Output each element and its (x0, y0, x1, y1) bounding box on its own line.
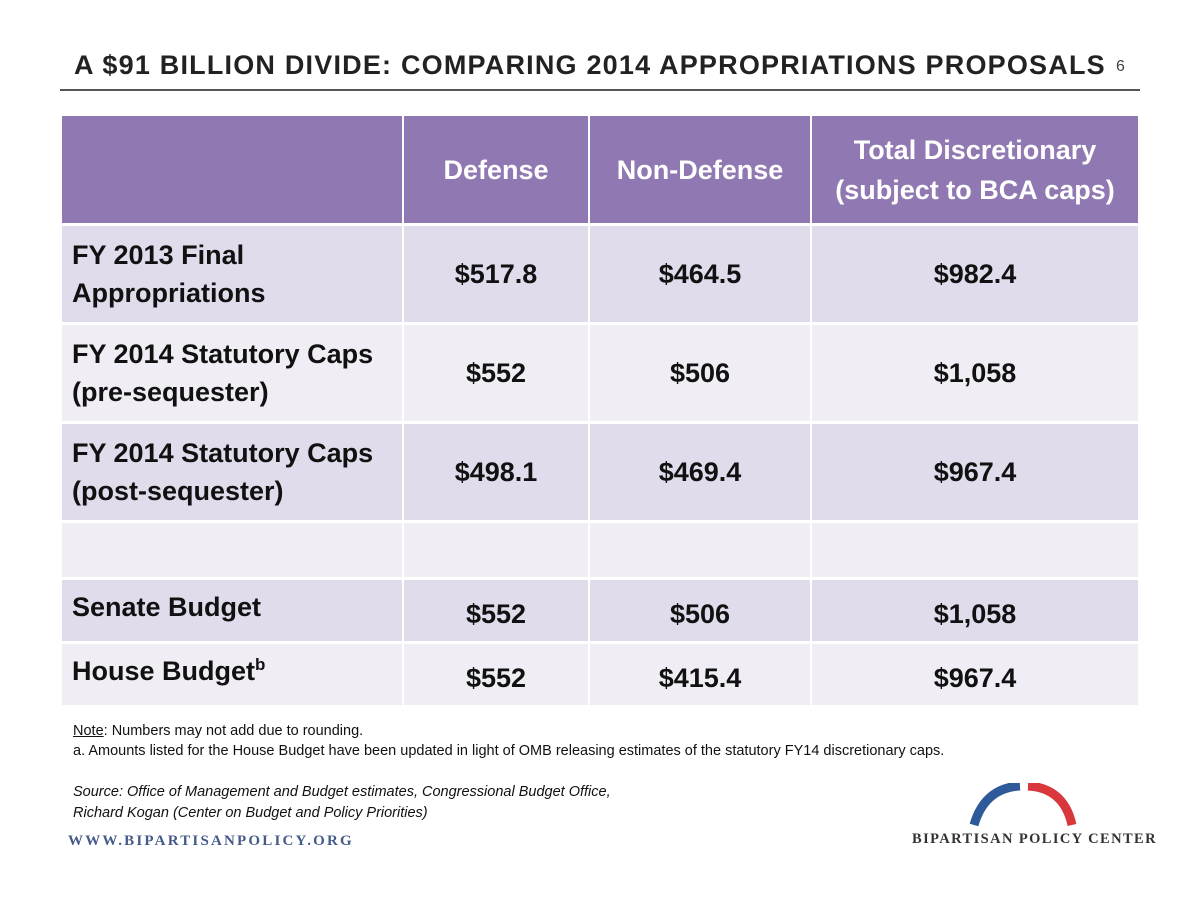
note-text: : Numbers may not add due to rounding. (103, 723, 364, 739)
cell-total: $967.4 (812, 644, 1138, 705)
cell-non-defense (590, 523, 810, 577)
cell-non-defense: $464.5 (590, 226, 810, 322)
row-label-line2: (post-sequester) (72, 476, 284, 506)
logo-blue-arc (969, 783, 1021, 827)
row-label: House Budgetb (62, 644, 402, 705)
row-label-line1: FY 2014 Statutory Caps (72, 438, 374, 468)
header-cell-empty (62, 116, 402, 223)
cell-defense: $517.8 (404, 226, 588, 322)
table-row: Senate Budget $552 $506 $1,058 (62, 580, 1138, 641)
row-label: FY 2014 Statutory Caps (post-sequester) (62, 424, 402, 520)
note-line: Note: Numbers may not add due to roundin… (73, 721, 944, 741)
cell-defense: $552 (404, 325, 588, 421)
cell-total: $967.4 (812, 424, 1138, 520)
cell-defense: $498.1 (404, 424, 588, 520)
cell-defense (404, 523, 588, 577)
row-label (62, 523, 402, 577)
cell-total: $1,058 (812, 580, 1138, 641)
cell-defense: $552 (404, 580, 588, 641)
footer-website-link[interactable]: WWW.BIPARTISANPOLICY.ORG (68, 833, 354, 849)
row-label: FY 2013 Final Appropriations (62, 226, 402, 322)
page-number: 6 (1116, 58, 1125, 75)
cell-non-defense: $415.4 (590, 644, 810, 705)
bipartisan-logo-icon (969, 783, 1077, 827)
notes-block: Note: Numbers may not add due to roundin… (73, 721, 944, 761)
source-line1: Source: Office of Management and Budget … (73, 784, 611, 800)
title-divider (60, 89, 1140, 91)
source-line2: Richard Kogan (Center on Budget and Poli… (73, 805, 428, 821)
logo-red-arc (1027, 783, 1077, 827)
row-label-line1: FY 2014 Statutory Caps (72, 339, 374, 369)
footnote-a: a. Amounts listed for the House Budget h… (73, 743, 945, 759)
footnote-marker: b (255, 655, 266, 674)
cell-non-defense: $506 (590, 325, 810, 421)
header-total-line1: Total Discretionary (853, 134, 1097, 165)
cell-non-defense: $506 (590, 580, 810, 641)
row-label-line2: (pre-sequester) (72, 377, 269, 407)
header-cell-non-defense: Non-Defense (590, 116, 810, 223)
row-label: FY 2014 Statutory Caps (pre-sequester) (62, 325, 402, 421)
row-label: Senate Budget (62, 580, 402, 641)
table-row: House Budgetb $552 $415.4 $967.4 (62, 644, 1138, 705)
cell-total (812, 523, 1138, 577)
table-row: FY 2014 Statutory Caps (pre-sequester) $… (62, 325, 1138, 421)
row-label-line1: FY 2013 Final (72, 240, 245, 270)
logo-text: BIPARTISAN POLICY CENTER (912, 831, 1157, 847)
header-cell-total: Total Discretionary (subject to BCA caps… (812, 116, 1138, 223)
source-block: Source: Office of Management and Budget … (73, 782, 611, 824)
table-header-row: Defense Non-Defense Total Discretionary … (62, 116, 1138, 223)
note-key: Note (73, 723, 104, 739)
table-row: FY 2013 Final Appropriations $517.8 $464… (62, 226, 1138, 322)
table-row: FY 2014 Statutory Caps (post-sequester) … (62, 424, 1138, 520)
appropriations-table: Defense Non-Defense Total Discretionary … (60, 113, 1140, 708)
page-title: A $91 BILLION DIVIDE: COMPARING 2014 APP… (74, 50, 1106, 80)
cell-total: $1,058 (812, 325, 1138, 421)
header-cell-defense: Defense (404, 116, 588, 223)
row-label-line1: House Budget (72, 656, 256, 686)
header-total-line2: (subject to BCA caps) (835, 174, 1115, 205)
cell-total: $982.4 (812, 226, 1138, 322)
cell-defense: $552 (404, 644, 588, 705)
cell-non-defense: $469.4 (590, 424, 810, 520)
row-label-line2: Appropriations (72, 278, 266, 308)
table-row-spacer (62, 523, 1138, 577)
